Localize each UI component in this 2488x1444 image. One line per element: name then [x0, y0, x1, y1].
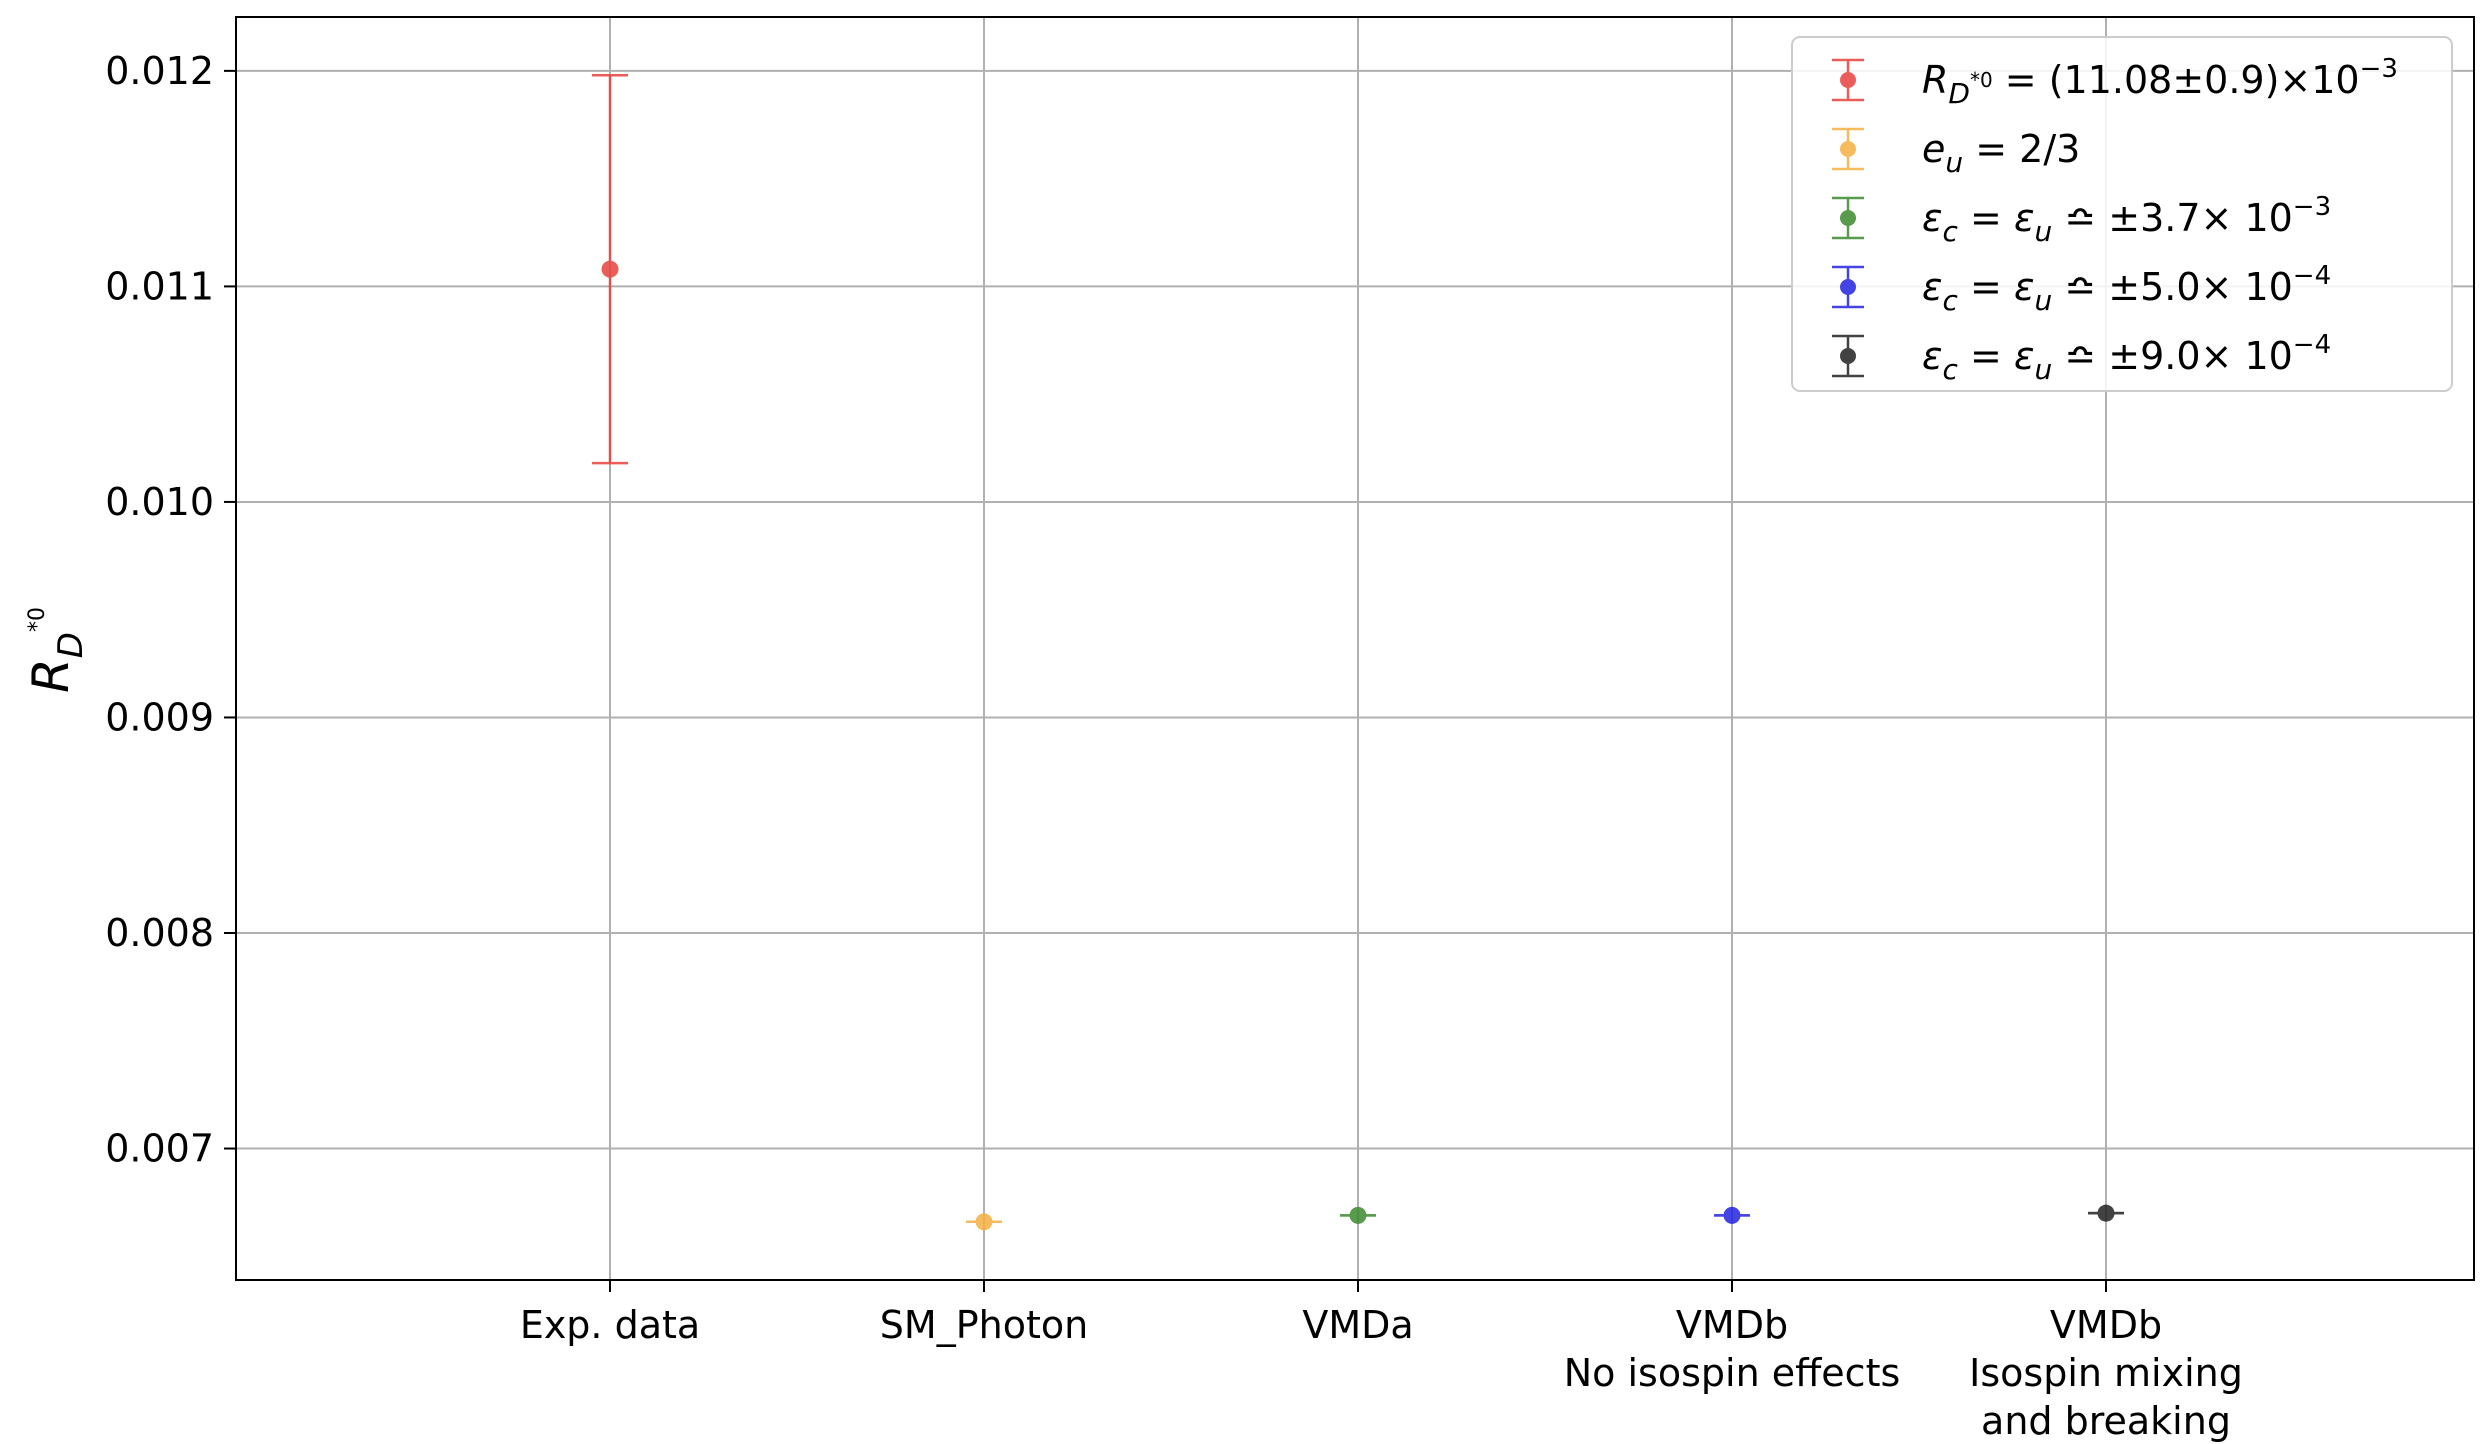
x-tick-label: SM_Photon	[880, 1303, 1088, 1347]
data-points	[592, 73, 2124, 1231]
y-axis-label: RD*0	[22, 607, 91, 693]
y-tick-label: 0.011	[105, 264, 214, 308]
x-axis: Exp. data SM_Photon VMDa VMDb No isospin eff…	[520, 1280, 2243, 1443]
y-tick-label: 0.012	[105, 49, 214, 93]
legend-label: εc = εu ≏ ±9.0× 10−4	[1922, 330, 2331, 386]
y-tick-label: 0.010	[105, 480, 214, 524]
data-point-marker	[601, 260, 619, 278]
legend-handle	[1832, 265, 1864, 309]
x-tick-label: VMDa	[1302, 1303, 1413, 1347]
y-tick-label: 0.008	[105, 911, 214, 955]
legend-label: εc = εu ≏ ±3.7× 10−3	[1922, 192, 2331, 248]
legend-handle	[1832, 334, 1864, 378]
errorbar-point	[592, 73, 628, 465]
errorbar-point	[1714, 1206, 1750, 1224]
y-tick-label: 0.007	[105, 1127, 214, 1171]
data-point-marker	[975, 1213, 993, 1231]
x-tick-label: Exp. data	[520, 1303, 700, 1347]
errorbar-point	[2088, 1204, 2124, 1222]
legend-box	[1791, 36, 2453, 392]
legend-label: εc = εu ≏ ±5.0× 10−4	[1922, 261, 2331, 317]
legend-label: RD*0 = (11.08±0.9)×10−3	[1922, 54, 2398, 110]
data-point-marker	[1349, 1206, 1367, 1224]
legend-handle	[1832, 196, 1864, 240]
legend-handle	[1832, 58, 1864, 102]
x-tick-label: VMDb Isospin mixing and breaking	[1969, 1303, 2243, 1443]
legend: RD*0 = (11.08±0.9)×10−3 eu = 2/3 εc = εu ≏…	[1791, 36, 2453, 392]
errorbar-point	[1340, 1206, 1376, 1224]
data-point-marker	[2097, 1204, 2115, 1222]
data-point-marker	[1723, 1206, 1741, 1224]
legend-label: eu = 2/3	[1922, 127, 2080, 179]
legend-handle	[1832, 127, 1864, 171]
x-tick-label: VMDb No isospin effects	[1564, 1303, 1901, 1395]
plot-frame	[235, 16, 2475, 1281]
y-tick-label: 0.009	[105, 695, 214, 739]
errorbar-point	[966, 1213, 1002, 1231]
y-axis: 0.007 0.008 0.009 0.010 0.011 0.012	[105, 49, 236, 1171]
